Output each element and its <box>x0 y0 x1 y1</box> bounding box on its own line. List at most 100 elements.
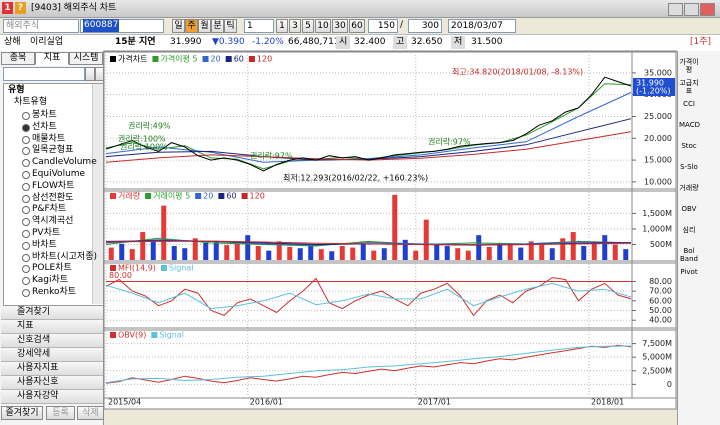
volume-bar <box>413 250 419 260</box>
indicator-button[interactable]: 가격이평 <box>679 58 699 74</box>
quote-name: 이리실업 <box>30 37 64 47</box>
chart-type-item[interactable]: 봉차트 <box>32 110 57 120</box>
interval-input[interactable]: 1 <box>244 19 274 33</box>
radio[interactable] <box>22 135 30 144</box>
series-line <box>105 131 632 163</box>
maximize[interactable] <box>684 3 699 16</box>
radio[interactable] <box>22 171 30 179</box>
indicator-button[interactable]: Bol Band <box>680 247 698 263</box>
sidebar-section[interactable]: 사용자지표 <box>1 362 103 376</box>
radio[interactable] <box>22 182 30 191</box>
period-button[interactable]: 틱 <box>224 19 237 33</box>
chart-type-item[interactable]: 바차트(시고저종) <box>32 251 97 262</box>
radio[interactable] <box>22 159 30 168</box>
sidebar-tab[interactable]: 종목 <box>1 52 35 65</box>
indicator-button[interactable]: Pivot <box>680 268 698 276</box>
indicator-button[interactable]: S-Slo <box>680 163 698 171</box>
indicator-button[interactable]: Stoc <box>681 142 697 150</box>
chart-type-item[interactable]: P&F차트 <box>32 204 67 215</box>
help-icon[interactable]: ? <box>15 2 26 14</box>
indicator-button[interactable]: 거래량 <box>679 184 699 192</box>
chart-type-item[interactable]: 선차트 <box>32 121 57 132</box>
chart-type-item[interactable]: 매물차트 <box>32 133 66 144</box>
period-button[interactable]: 월 <box>198 19 211 33</box>
volume-bar <box>507 245 513 260</box>
chart-type-item[interactable]: 바차트 <box>32 239 57 250</box>
minute-button[interactable]: 30 <box>332 19 348 33</box>
sidebar-button[interactable]: 삭제 <box>77 406 104 420</box>
radio[interactable] <box>22 218 30 227</box>
radio[interactable] <box>22 277 30 286</box>
volume-bar <box>497 242 503 260</box>
indicator-button[interactable]: CCI <box>683 100 695 108</box>
period-button[interactable]: 일 <box>172 19 185 33</box>
radio[interactable] <box>22 230 30 238</box>
radio[interactable] <box>22 147 30 156</box>
y-tick-label: 1,000M <box>642 224 672 233</box>
radio[interactable] <box>22 194 30 203</box>
series-line <box>105 76 632 172</box>
chart-type-item[interactable]: 역시계곡선 <box>32 216 74 227</box>
volume-bar <box>560 238 566 260</box>
minute-button[interactable]: 60 <box>349 19 365 33</box>
volume-bar <box>381 248 387 260</box>
sidebar-tab[interactable]: 지표 <box>35 52 69 65</box>
volume-bar <box>203 242 209 260</box>
minute-button[interactable]: 1 <box>276 19 288 33</box>
close[interactable] <box>700 3 715 16</box>
chart-type-item[interactable]: 삼선전환도 <box>32 192 74 203</box>
radio[interactable] <box>22 123 30 132</box>
indicator-button[interactable]: 고급지표 <box>679 79 699 95</box>
radio[interactable] <box>22 206 30 215</box>
radio[interactable] <box>22 265 30 274</box>
refresh-button[interactable] <box>95 67 104 81</box>
window-controls[interactable] <box>668 3 716 16</box>
total-input[interactable]: 300 <box>408 19 442 33</box>
indicator-button[interactable]: OBV <box>681 205 697 213</box>
minimize[interactable] <box>668 3 683 16</box>
x-tick-label: 2018/01 <box>591 398 624 407</box>
minute-button[interactable]: 3 <box>289 19 301 33</box>
sidebar-section[interactable]: 사용자강약 <box>1 390 103 404</box>
market-select[interactable]: 해외주식 <box>3 19 79 33</box>
radio[interactable] <box>22 289 30 297</box>
chart-type-item[interactable]: EquiVolume <box>32 169 86 179</box>
sidebar-section[interactable]: 즐겨찾기 <box>1 306 103 320</box>
search-input[interactable] <box>3 67 85 81</box>
radio[interactable] <box>22 112 30 120</box>
period-button[interactable]: 분 <box>211 19 224 33</box>
sidebar-section[interactable]: 강세약세 <box>1 348 103 362</box>
chart-type-item[interactable]: Renko차트 <box>32 287 77 297</box>
minute-button[interactable]: 5 <box>302 19 314 33</box>
indicator-button[interactable]: MACD <box>679 121 700 129</box>
chart-type-item[interactable]: CandleVolume <box>32 157 97 168</box>
sidebar-button[interactable]: 즐겨찾기 <box>1 406 43 420</box>
sidebar-section[interactable]: 지표 <box>1 320 103 334</box>
sidebar-button[interactable]: 등록 <box>46 406 75 420</box>
period-button[interactable]: 주 <box>185 19 198 33</box>
chart-type-item[interactable]: 일목균형표 <box>32 145 74 156</box>
level-label: 80.00 <box>109 271 132 280</box>
count-input[interactable]: 150 <box>368 19 398 33</box>
chart-type-item[interactable]: POLE차트 <box>32 263 72 274</box>
minute-button[interactable]: 10 <box>315 19 331 33</box>
sidebar-section[interactable]: 신호검색 <box>1 334 103 348</box>
annotation: 권리락:100% <box>118 134 166 144</box>
search-button[interactable] <box>85 67 95 81</box>
tree-scrollbar[interactable] <box>92 84 103 304</box>
date-input[interactable]: 2018/03/07 <box>448 19 516 33</box>
radio[interactable] <box>22 241 30 250</box>
chart-type-item[interactable]: FLOW차트 <box>32 180 75 191</box>
sidebar-tab[interactable]: 시스템 <box>69 52 103 65</box>
chart-type-item[interactable]: Kagi차트 <box>32 275 69 286</box>
radio[interactable] <box>22 253 30 262</box>
volume-bar <box>192 238 198 260</box>
volume-bar <box>182 248 188 260</box>
sidebar-section[interactable]: 사용자신호 <box>1 376 103 390</box>
indicator-button[interactable]: 심리 <box>682 226 696 234</box>
code-text[interactable]: 600887 <box>83 19 120 32</box>
chart-type-item[interactable]: PV차트 <box>32 228 61 238</box>
y-tick-label: 7,500M <box>642 339 672 348</box>
annotation: 최저:12.293(2016/02/22, +160.23%) <box>283 173 428 183</box>
